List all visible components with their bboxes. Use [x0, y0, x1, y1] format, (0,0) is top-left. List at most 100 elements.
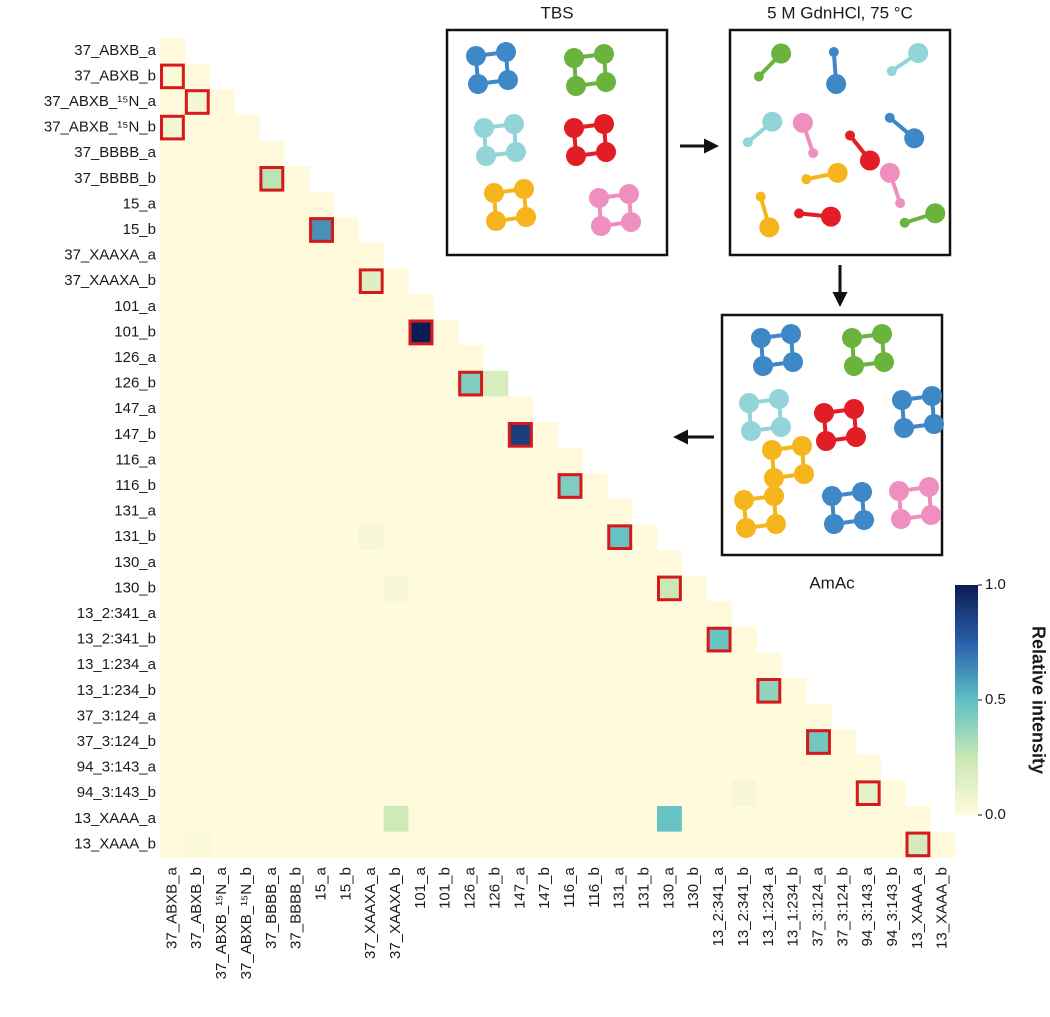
heat-cell: [333, 370, 360, 397]
column-label: 147_b: [536, 867, 553, 909]
row-label: 101_b: [114, 323, 156, 340]
subunit: [591, 216, 611, 236]
heat-cell: [383, 396, 409, 423]
heat-cell: [731, 703, 757, 730]
heat-cell: [582, 754, 608, 781]
row-label: 37_ABXB_a: [74, 42, 156, 59]
heat-cell: [557, 575, 583, 602]
subunit: [594, 44, 614, 64]
row-label: 37_ABXB_¹⁵N_b: [44, 119, 156, 136]
heat-cell: [309, 729, 335, 756]
heat-cell: [607, 601, 633, 628]
heat-cell: [458, 729, 484, 756]
heat-cell: [408, 754, 434, 781]
heat-cell: [880, 806, 906, 832]
colorbar-label: Relative intensity: [1028, 626, 1048, 774]
dimer: [886, 42, 929, 77]
heat-cell: [184, 729, 211, 756]
heat-cell: [507, 754, 534, 781]
heat-cell: [433, 447, 459, 474]
subunit: [924, 414, 944, 434]
heat-cell: [383, 524, 409, 551]
heat-cell: [582, 498, 608, 525]
row-label: 131_b: [114, 528, 156, 545]
heat-cell: [309, 217, 335, 244]
heat-cell: [184, 626, 211, 653]
heat-cell: [806, 729, 832, 756]
subunit: [846, 427, 866, 447]
heat-cell: [259, 370, 285, 397]
heat-cell: [408, 370, 434, 397]
heat-cell: [458, 370, 484, 397]
heat-cell: [830, 806, 857, 832]
heat-cell: [483, 729, 509, 756]
heat-cell: [284, 703, 310, 730]
heat-cell: [706, 626, 732, 653]
heat-cell: [184, 447, 211, 474]
heat-cell: [458, 626, 484, 653]
heat-cell: [706, 780, 732, 807]
heat-cell: [333, 626, 360, 653]
heat-cell: [657, 601, 683, 628]
heat-cell: [160, 217, 186, 244]
heat-cell: [507, 473, 534, 500]
tetramer: [842, 324, 894, 376]
heat-cell: [160, 780, 186, 807]
heat-cell: [309, 601, 335, 628]
heat-cell: [607, 498, 633, 525]
heat-cell: [209, 729, 235, 756]
heat-cell: [483, 396, 509, 423]
heat-cell: [433, 831, 459, 858]
heat-cell: [234, 703, 260, 730]
heat-cell: [209, 575, 235, 602]
heat-cell: [408, 626, 434, 653]
heat-cell: [160, 806, 186, 832]
subunit: [904, 128, 925, 149]
heat-cell: [557, 473, 583, 500]
heat-cell: [383, 422, 409, 448]
heat-cell: [731, 831, 757, 858]
heat-cell: [557, 498, 583, 525]
subunit: [879, 162, 900, 183]
heat-cell: [234, 396, 260, 423]
column-label: 101_a: [412, 867, 429, 909]
subunit: [889, 481, 909, 501]
subunit: [808, 148, 819, 159]
heat-cell: [259, 473, 285, 500]
heat-cell: [706, 652, 732, 679]
heat-cell: [433, 780, 459, 807]
dimer: [884, 112, 925, 149]
heat-cell: [483, 780, 509, 807]
panel-box: [720, 313, 944, 557]
heat-cell: [458, 754, 484, 781]
tetramer: [484, 179, 536, 231]
heat-cell: [657, 806, 683, 832]
heat-cell: [483, 447, 509, 474]
heat-cell: [408, 831, 434, 858]
column-label: 37_BBBB_a: [263, 867, 280, 949]
heat-cell: [209, 319, 235, 346]
heat-cell: [507, 780, 534, 807]
heat-cell: [433, 575, 459, 602]
heat-cell: [358, 319, 385, 346]
heat-cell: [507, 831, 534, 858]
heat-cell: [358, 806, 385, 832]
colorbar-tick-label: 0.0: [985, 806, 1006, 823]
subunit: [814, 403, 834, 423]
heat-cell: [383, 754, 409, 781]
column-label: 37_XAAXA_b: [387, 867, 404, 959]
heat-cell: [681, 806, 708, 832]
heat-cell: [309, 780, 335, 807]
heat-cell: [259, 754, 285, 781]
heat-cell: [458, 575, 484, 602]
subunit: [759, 217, 780, 238]
heat-cell: [458, 601, 484, 628]
heat-cell: [284, 217, 310, 244]
heat-cell: [632, 678, 658, 704]
subunit: [764, 486, 784, 506]
heat-cell: [259, 575, 285, 602]
subunit: [792, 436, 812, 456]
heat-cell: [433, 729, 459, 756]
heat-cell: [160, 38, 186, 64]
heat-cell: [234, 422, 260, 448]
